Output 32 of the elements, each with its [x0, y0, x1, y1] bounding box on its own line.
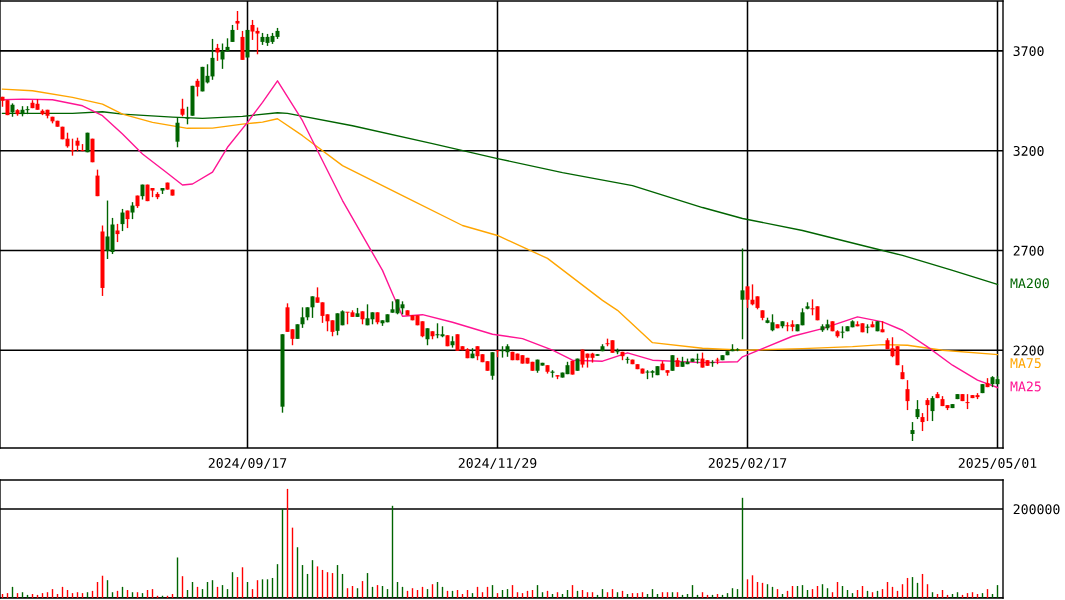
x-tick-label: 2024/09/17 — [208, 458, 287, 470]
candlestick — [310, 295, 315, 319]
candlestick — [910, 421, 915, 442]
candlestick — [255, 26, 260, 55]
candlestick — [240, 30, 245, 61]
candlestick — [175, 116, 180, 148]
candlestick — [925, 397, 930, 422]
candlestick — [740, 247, 745, 340]
candlestick — [95, 168, 100, 197]
candlestick — [300, 306, 305, 329]
series-label: MA75 — [1010, 358, 1041, 369]
y-tick-label: 2200 — [1013, 345, 1044, 356]
candlestick — [235, 10, 240, 31]
candlestick — [210, 38, 215, 81]
candlestick — [745, 285, 750, 309]
candlestick — [905, 379, 910, 411]
x-tick-label: 2024/11/29 — [458, 458, 537, 470]
y-tick-label: 3200 — [1013, 145, 1044, 156]
x-tick-label: 2025/05/01 — [958, 458, 1037, 470]
y-tick-label: 200000 — [1013, 504, 1060, 515]
candlestick — [335, 312, 340, 336]
candlestick — [490, 351, 495, 381]
x-tick-label: 2025/02/17 — [708, 458, 787, 470]
candlestick — [120, 208, 125, 232]
y-tick-label: 2700 — [1013, 245, 1044, 256]
series-label: MA25 — [1010, 381, 1041, 392]
candlestick — [220, 42, 225, 70]
candlestick — [930, 395, 935, 422]
y-tick-label: 3700 — [1013, 46, 1044, 57]
candlestick — [115, 223, 120, 243]
series-label: MA200 — [1010, 278, 1049, 289]
candlestick — [915, 399, 920, 420]
